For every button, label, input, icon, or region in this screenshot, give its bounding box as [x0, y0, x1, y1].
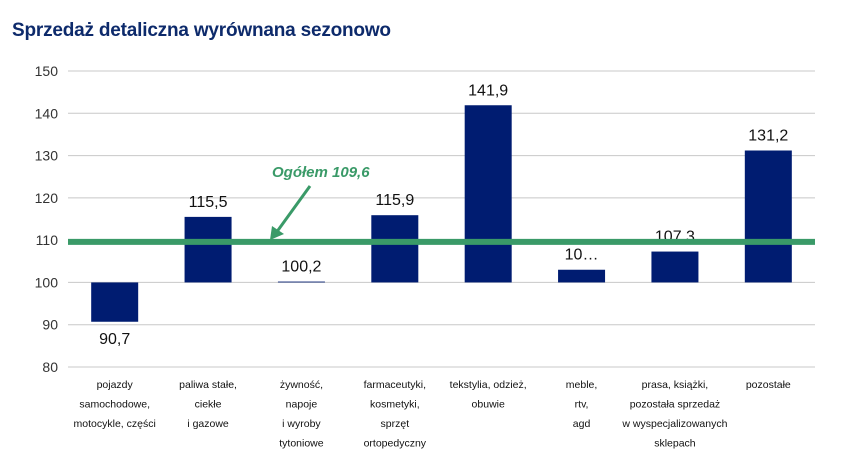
x-tick-label: paliwa stałe,	[179, 379, 237, 391]
x-tick-label: rtv,	[575, 399, 589, 411]
x-tick-label: meble,	[566, 379, 598, 391]
x-tick-label: tytoniowe	[279, 438, 324, 450]
chart-title: Sprzedaż detaliczna wyrównana sezonowo	[12, 20, 391, 41]
x-tick-label: i wyroby	[282, 418, 321, 430]
data-label: 115,9	[375, 192, 414, 209]
data-label: 115,5	[189, 194, 228, 211]
bar	[371, 215, 419, 283]
x-tick-label: motocykle, części	[74, 418, 156, 430]
x-tick-label: prasa, książki,	[642, 379, 709, 391]
x-tick-label: w wyspecjalizowanych	[621, 418, 727, 430]
bar	[558, 269, 606, 283]
arrow-head-icon	[270, 226, 284, 240]
x-tick-label: ortopedyczny	[364, 438, 427, 450]
bar	[464, 105, 512, 283]
y-tick-label: 150	[35, 63, 59, 79]
x-tick-label: agd	[573, 418, 591, 430]
x-tick-label: pojazdy	[97, 379, 134, 391]
x-tick-label: sprzęt	[381, 418, 410, 430]
reference-line-label: Ogółem 109,6	[272, 164, 370, 181]
x-tick-label: samochodowe,	[79, 399, 150, 411]
data-label: 131,2	[748, 127, 788, 144]
bar	[277, 281, 325, 283]
data-label: 10…	[565, 247, 599, 264]
x-tick-label: żywność,	[280, 379, 323, 391]
arrow-icon	[274, 185, 312, 234]
y-tick-label: 130	[35, 148, 59, 164]
data-label: 90,7	[99, 331, 130, 348]
x-tick-label: sklepach	[654, 438, 696, 450]
x-tick-label: tekstylia, odzież,	[450, 379, 527, 391]
x-tick-label: pozostała sprzedaż	[630, 399, 720, 411]
y-tick-label: 90	[42, 317, 58, 333]
y-tick-label: 140	[35, 105, 59, 121]
x-tick-label: napoje	[286, 399, 318, 411]
y-tick-label: 100	[35, 274, 59, 290]
x-tick-label: pozostałe	[746, 379, 791, 391]
x-tick-label: obuwie	[472, 399, 505, 411]
data-label: 100,2	[281, 259, 321, 276]
y-tick-label: 80	[42, 359, 58, 375]
data-label: 141,9	[468, 82, 508, 99]
bar	[91, 282, 139, 322]
x-tick-label: farmaceutyki,	[364, 379, 426, 391]
x-tick-label: ciekłe	[195, 399, 222, 411]
x-tick-label: i gazowe	[187, 418, 229, 430]
bar	[744, 150, 792, 283]
y-tick-label: 110	[36, 232, 59, 248]
x-tick-label: kosmetyki,	[370, 399, 420, 411]
y-tick-label: 120	[35, 190, 59, 206]
bar	[651, 251, 699, 283]
bar	[184, 216, 232, 283]
